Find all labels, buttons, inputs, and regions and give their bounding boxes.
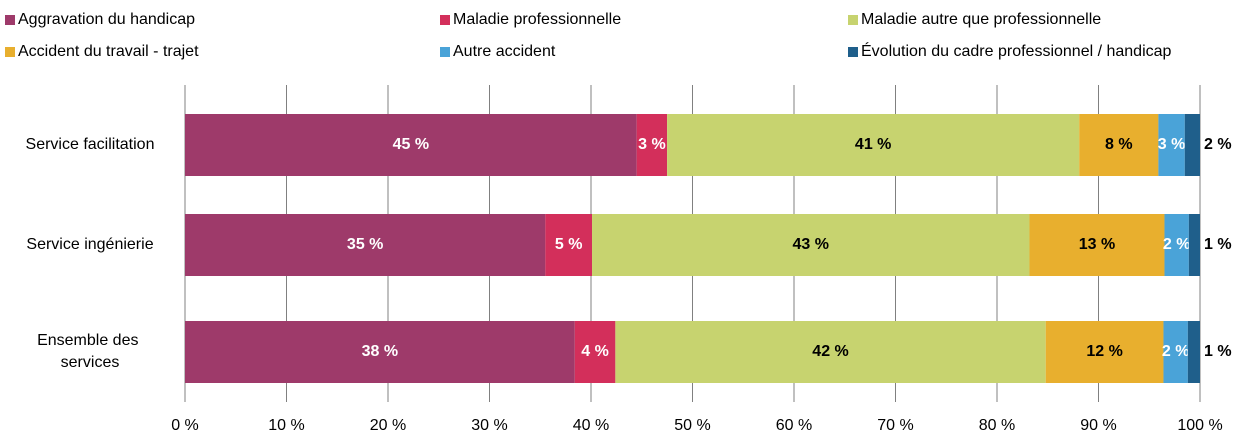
bar-segment <box>185 114 637 176</box>
data-label: 45 % <box>393 136 429 153</box>
bar-segment <box>1029 214 1165 276</box>
legend-swatch <box>440 47 450 57</box>
bar-segment <box>636 114 668 176</box>
x-tick-label: 30 % <box>471 417 507 434</box>
data-label: 4 % <box>581 343 609 360</box>
data-label: 13 % <box>1079 236 1115 253</box>
x-tick-label: 100 % <box>1177 417 1222 434</box>
data-label: 1 % <box>1204 236 1232 253</box>
legend-label: Maladie professionnelle <box>453 11 621 28</box>
data-label: 8 % <box>1105 136 1133 153</box>
legend-swatch <box>848 15 858 25</box>
legend-label: Évolution du cadre professionnel / handi… <box>861 41 1172 60</box>
legend-swatch <box>440 15 450 25</box>
bar-segment <box>615 321 1046 383</box>
x-tick-label: 70 % <box>877 417 913 434</box>
bar-segment <box>1163 321 1188 383</box>
x-tick-label: 90 % <box>1080 417 1116 434</box>
bar-segment <box>592 214 1030 276</box>
category-label: Service ingénierie <box>26 236 153 253</box>
legend-swatch <box>848 47 858 57</box>
bar-segment <box>574 321 616 383</box>
x-tick-label: 20 % <box>370 417 406 434</box>
x-tick-label: 50 % <box>674 417 710 434</box>
category-label: Ensemble des services <box>37 332 143 371</box>
legend-swatch <box>5 15 15 25</box>
data-label: 38 % <box>362 343 398 360</box>
bar-segment <box>545 214 593 276</box>
bar-segment <box>1184 114 1200 176</box>
x-tick-label: 40 % <box>573 417 609 434</box>
category-label: Service facilitation <box>26 136 155 153</box>
bar-segment <box>1158 114 1185 176</box>
data-label: 2 % <box>1204 136 1232 153</box>
data-label: 2 % <box>1163 236 1191 253</box>
legend-label: Maladie autre que professionnelle <box>861 11 1101 28</box>
bar-segment <box>667 114 1080 176</box>
x-tick-label: 0 % <box>171 417 199 434</box>
x-tick-label: 80 % <box>979 417 1015 434</box>
data-label: 3 % <box>638 136 666 153</box>
legend-swatch <box>5 47 15 57</box>
data-label: 1 % <box>1204 343 1232 360</box>
bar-segment <box>1188 214 1200 276</box>
bar-segment <box>1187 321 1200 383</box>
x-tick-label: 10 % <box>268 417 304 434</box>
data-label: 41 % <box>855 136 891 153</box>
bar-segment <box>1045 321 1164 383</box>
x-tick-label: 60 % <box>776 417 812 434</box>
bar-segment <box>1164 214 1189 276</box>
legend-label: Aggravation du handicap <box>18 11 195 28</box>
legend-label: Accident du travail - trajet <box>18 43 199 60</box>
legend-label: Autre accident <box>453 43 556 60</box>
bar-segment <box>185 214 546 276</box>
data-label: 42 % <box>812 343 848 360</box>
data-label: 43 % <box>793 236 829 253</box>
bar-segment <box>1079 114 1159 176</box>
data-label: 12 % <box>1086 343 1122 360</box>
data-label: 5 % <box>555 236 583 253</box>
bar-segment <box>185 321 575 383</box>
data-label: 35 % <box>347 236 383 253</box>
data-label: 2 % <box>1162 343 1190 360</box>
data-label: 3 % <box>1158 136 1186 153</box>
